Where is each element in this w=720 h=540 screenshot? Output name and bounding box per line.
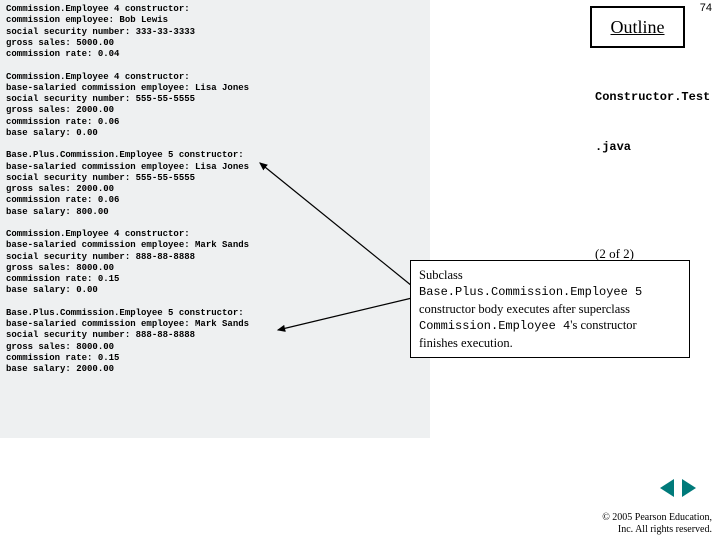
- callout-text-3: 's constructor: [570, 318, 636, 332]
- copyright-line2: Inc. All rights reserved.: [602, 524, 712, 536]
- callout-box: Subclass Base.Plus.Commission.Employee 5…: [410, 260, 690, 358]
- page-number: 74: [700, 2, 712, 14]
- callout-text-2: constructor body executes after supercla…: [419, 302, 630, 316]
- nav-buttons: [658, 479, 698, 502]
- copyright-line1: © 2005 Pearson Education,: [602, 512, 712, 524]
- callout-text-1: Subclass: [419, 268, 463, 282]
- sidebar-classname: Constructor.Test: [595, 90, 710, 104]
- callout-mono-2: Commission.Employee 4: [419, 319, 570, 333]
- next-slide-button[interactable]: [682, 479, 696, 497]
- console-output: Commission.Employee 4 constructor: commi…: [0, 0, 430, 438]
- prev-slide-button[interactable]: [660, 479, 674, 497]
- callout-text-4: finishes execution.: [419, 336, 513, 350]
- copyright-notice: © 2005 Pearson Education, Inc. All right…: [602, 512, 712, 536]
- outline-title: Outline: [590, 6, 685, 48]
- callout-mono-1: Base.Plus.Commission.Employee 5: [419, 285, 642, 299]
- sidebar-extension: .java: [595, 140, 631, 154]
